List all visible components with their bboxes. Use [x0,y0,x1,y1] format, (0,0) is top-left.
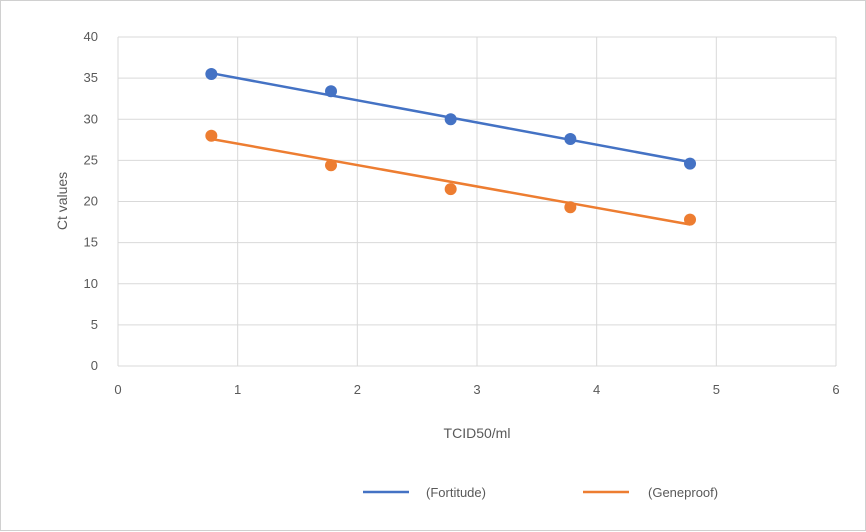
data-point [684,157,697,170]
y-axis-ticks: 0 5 10 15 20 25 30 35 40 [84,29,98,373]
data-point [325,85,338,98]
y-tick-label: 25 [84,152,98,167]
data-point [444,183,457,196]
y-tick-label: 15 [84,235,98,250]
y-axis-title: Ct values [54,172,70,230]
y-tick-label: 35 [84,70,98,85]
data-point [325,159,338,172]
legend: (Fortitude) (Geneproof) [363,485,718,500]
data-point [205,68,218,81]
data-point [205,129,218,142]
data-point [564,132,577,145]
series-geneproof [205,129,697,226]
legend-label: (Fortitude) [426,485,486,500]
data-point [444,113,457,126]
data-point [684,213,697,226]
legend-item: (Geneproof) [583,485,718,500]
x-tick-label: 2 [354,382,361,397]
legend-label: (Geneproof) [648,485,718,500]
y-tick-label: 0 [91,358,98,373]
x-tick-label: 1 [234,382,241,397]
x-axis-ticks: 0 1 2 3 4 5 6 [114,382,839,397]
x-tick-label: 0 [114,382,121,397]
x-axis-title: TCID50/ml [444,425,511,441]
x-tick-label: 5 [713,382,720,397]
x-tick-label: 6 [832,382,839,397]
y-tick-label: 20 [84,194,98,209]
y-tick-label: 30 [84,111,98,126]
x-tick-label: 4 [593,382,600,397]
y-tick-label: 10 [84,276,98,291]
series [205,68,697,226]
x-tick-label: 3 [473,382,480,397]
grid [117,36,837,367]
y-tick-label: 5 [91,317,98,332]
y-tick-label: 40 [84,29,98,44]
series-fortitude [205,68,697,170]
data-point [564,201,577,214]
trendline [211,137,691,226]
legend-item: (Fortitude) [363,485,486,500]
